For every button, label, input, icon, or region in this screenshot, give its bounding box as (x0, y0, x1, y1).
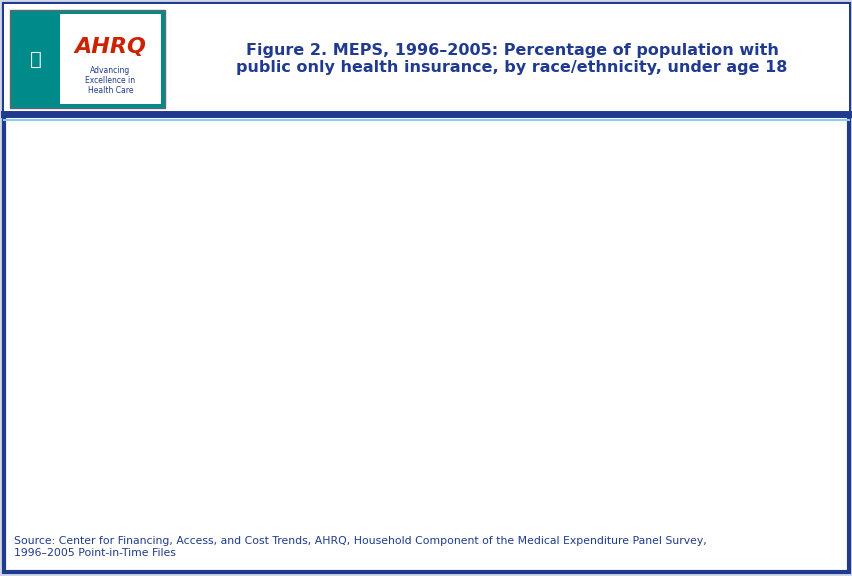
Text: 42.2: 42.2 (184, 239, 210, 249)
Text: 44.8: 44.8 (474, 223, 498, 233)
Text: 32.6: 32.6 (112, 335, 136, 345)
Text: 32.4: 32.4 (401, 336, 426, 346)
FancyBboxPatch shape (4, 4, 848, 572)
Text: 38.1: 38.1 (401, 263, 426, 273)
Legend: Non-Hispanic white, Non-Hispanic black, Hispanic: Non-Hispanic white, Non-Hispanic black, … (189, 119, 629, 147)
Text: 48.3: 48.3 (763, 242, 788, 252)
Text: 11.9: 11.9 (256, 457, 281, 467)
Y-axis label: Percent: Percent (26, 321, 40, 373)
Text: 13.6: 13.6 (112, 448, 136, 457)
Text: Source: Center for Financing, Access, and Cost Trends, AHRQ, Household Component: Source: Center for Financing, Access, an… (14, 536, 706, 558)
Text: 32.9: 32.9 (184, 333, 210, 343)
Text: 39.0: 39.0 (329, 258, 354, 268)
FancyBboxPatch shape (60, 14, 161, 104)
Text: 49.9: 49.9 (763, 194, 788, 203)
Text: 46.9: 46.9 (546, 211, 571, 221)
FancyBboxPatch shape (4, 4, 848, 114)
Text: 42.5: 42.5 (256, 237, 281, 247)
Text: 47.4: 47.4 (691, 208, 716, 218)
Text: Advancing
Excellence in
Health Care: Advancing Excellence in Health Care (85, 66, 135, 96)
Text: 20.5: 20.5 (763, 367, 788, 377)
Text: 30.6: 30.6 (329, 347, 354, 357)
Text: 33.1: 33.1 (474, 332, 498, 342)
Text: 17.4: 17.4 (619, 425, 643, 435)
Text: 15.8: 15.8 (474, 434, 498, 444)
Text: 19.1: 19.1 (691, 376, 716, 386)
Text: AHRQ: AHRQ (74, 37, 147, 57)
Text: 42.8: 42.8 (619, 236, 643, 245)
Text: 38.3: 38.3 (546, 301, 571, 311)
Text: 🦅: 🦅 (30, 50, 42, 69)
Text: 46.1: 46.1 (691, 216, 716, 226)
Text: Figure 2. MEPS, 1996–2005: Percentage of population with
public only health insu: Figure 2. MEPS, 1996–2005: Percentage of… (236, 43, 786, 75)
Text: 15.1: 15.1 (401, 438, 426, 449)
Text: 40.8: 40.8 (112, 247, 137, 257)
Text: 17.7: 17.7 (546, 384, 571, 394)
Text: 13.0: 13.0 (184, 451, 209, 461)
Text: 31.8: 31.8 (256, 340, 281, 350)
Text: 47.7: 47.7 (619, 206, 643, 217)
FancyBboxPatch shape (10, 10, 164, 108)
Text: 13.9: 13.9 (329, 446, 354, 456)
